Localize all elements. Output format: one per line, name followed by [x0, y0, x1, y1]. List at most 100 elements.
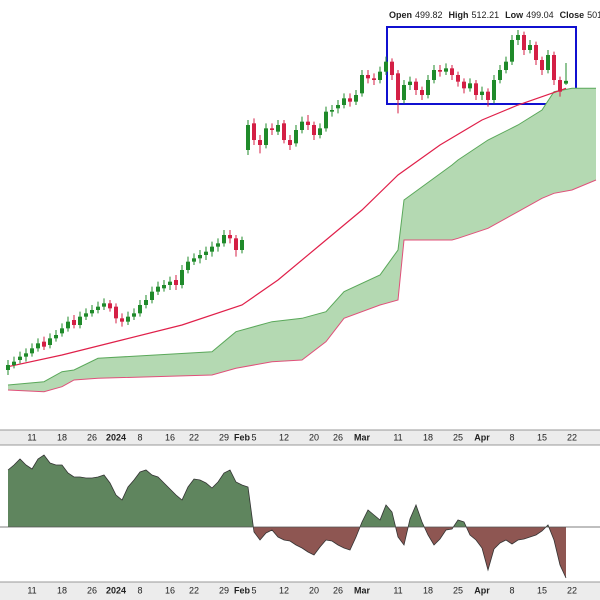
candle-body [60, 328, 64, 334]
candle-body [408, 81, 412, 85]
candle-body [144, 300, 148, 305]
candle-body [108, 303, 112, 309]
ohlc-label: Close [560, 10, 585, 20]
candle-body [216, 243, 220, 247]
candle-body [504, 61, 508, 70]
candle-body [234, 238, 238, 250]
candle-body [372, 78, 376, 80]
candle-body [342, 98, 346, 105]
candle-body [558, 80, 562, 92]
candle-body [420, 90, 424, 95]
candle-body [462, 81, 466, 89]
cloud-upper-line [7, 87, 596, 386]
cloud-lower-line [7, 179, 597, 393]
candle-body [318, 128, 322, 135]
x-tick-label: 20 [309, 432, 319, 442]
area-negative [8, 527, 566, 578]
ohlc-value: 501. [587, 10, 600, 20]
candle-body [366, 75, 370, 79]
x-tick-label: 8 [509, 585, 514, 595]
area-outline [7, 454, 567, 579]
ohlc-value: 512.21 [472, 10, 500, 20]
candle-body [96, 306, 100, 310]
candle-body [246, 125, 250, 150]
candle-body [546, 55, 550, 70]
candle-body [66, 321, 70, 329]
ohlc-label: Low [505, 10, 524, 20]
candle-body [456, 75, 460, 82]
x-tick-label: 15 [537, 585, 547, 595]
candle-body [222, 235, 226, 244]
candle-body [522, 35, 526, 50]
x-tick-label: 8 [137, 585, 142, 595]
x-tick-label: 29 [219, 585, 229, 595]
candle-body [564, 80, 568, 84]
candle-body [510, 40, 514, 62]
candle-body [552, 55, 556, 80]
candle-body [534, 45, 538, 60]
x-tick-label: Feb [234, 432, 251, 442]
candle-body [438, 70, 442, 72]
x-tick-label: 11 [27, 585, 36, 595]
candle-body [348, 98, 352, 102]
candle-body [336, 105, 340, 109]
candle-body [300, 121, 304, 130]
x-tick-label: 20 [309, 585, 319, 595]
candle-body [120, 318, 124, 322]
candle-body [102, 303, 106, 307]
candle-body [390, 61, 394, 75]
candle-body [72, 320, 76, 325]
x-tick-label: 22 [189, 432, 199, 442]
x-tick-label: Apr [474, 585, 490, 595]
candle-body [426, 80, 430, 95]
candle-body [114, 306, 118, 319]
candle-body [156, 286, 160, 292]
candle-body [198, 255, 202, 259]
candle-body [18, 356, 22, 360]
x-tick-label: 22 [189, 585, 199, 595]
x-tick-label: 18 [57, 432, 67, 442]
candle-body [324, 111, 328, 129]
ohlc-value: 499.82 [415, 10, 443, 20]
x-tick-label: 11 [393, 432, 402, 442]
candle-body [228, 235, 232, 239]
moving-average-line [7, 87, 567, 368]
candle-body [84, 313, 88, 317]
candle-body [240, 240, 244, 250]
x-tick-label: 29 [219, 432, 229, 442]
candle-body [210, 246, 214, 252]
candle-body [516, 35, 520, 40]
x-tick-label: Mar [354, 432, 371, 442]
x-tick-label: 5 [251, 432, 256, 442]
candle-body [150, 291, 154, 300]
candle-body [132, 313, 136, 317]
x-tick-label: Mar [354, 585, 371, 595]
candle-body [294, 130, 298, 144]
candle-body [54, 335, 58, 339]
candle-body [306, 121, 310, 125]
candle-body [330, 110, 334, 112]
candle-body [480, 91, 484, 95]
candle-body [12, 361, 16, 365]
candle-body [204, 251, 208, 255]
candle-body [270, 128, 274, 130]
candle-body [162, 285, 166, 289]
candle-body [258, 140, 262, 145]
candle-body [276, 125, 280, 132]
x-tick-label: Feb [234, 585, 251, 595]
candle-body [6, 365, 10, 370]
candle-body [396, 73, 400, 100]
candle-body [492, 80, 496, 100]
candle-body [360, 75, 364, 94]
candle-body [36, 343, 40, 349]
candle-body [138, 305, 142, 314]
x-tick-label: 26 [333, 585, 343, 595]
x-tick-label: 8 [509, 432, 514, 442]
x-tick-label: Apr [474, 432, 490, 442]
x-tick-label: 16 [165, 585, 175, 595]
ohlc-value: 499.04 [526, 10, 554, 20]
candle-body [402, 85, 406, 100]
candle-body [444, 68, 448, 72]
